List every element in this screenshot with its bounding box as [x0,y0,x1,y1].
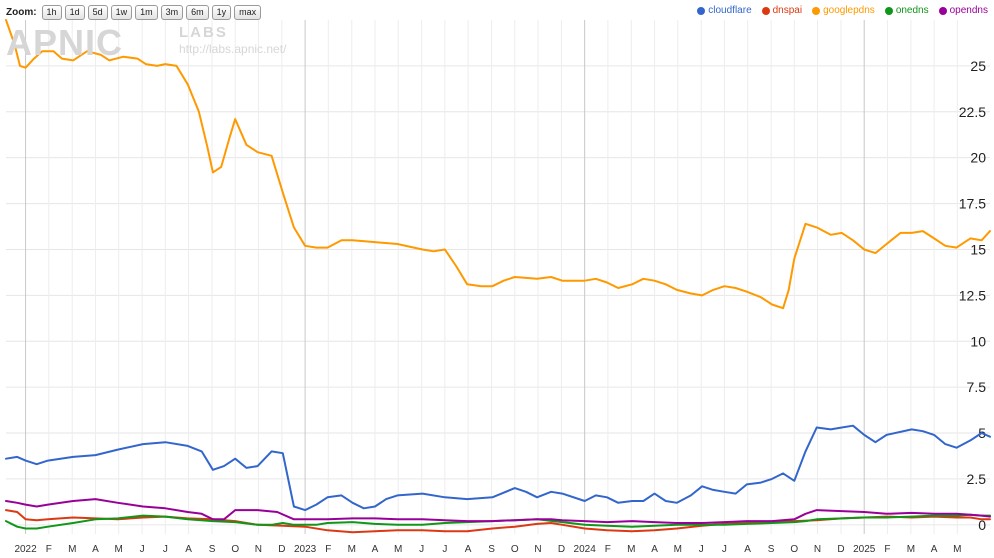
legend-item-googlepdns[interactable]: googlepdns [812,5,875,16]
legend-item-cloudflare[interactable]: cloudflare [697,5,752,16]
x-tick-label: S [768,544,775,555]
zoom-1w-button[interactable]: 1w [110,4,133,20]
x-tick-label: J [442,544,447,555]
x-tick-label: A [465,544,472,555]
zoom-label: Zoom: [6,6,37,18]
legend-item-opendns[interactable]: opendns [938,5,988,16]
x-tick-label: M [627,544,635,555]
x-tick-label: F [46,544,52,555]
y-tick-label: 25 [970,58,986,74]
x-tick-label: M [953,544,961,555]
x-tick-label: J [163,544,168,555]
y-tick-label: 12.5 [959,287,986,303]
zoom-1d-button[interactable]: 1d [64,4,85,20]
x-tick-label: A [744,544,751,555]
x-tick-label: M [394,544,402,555]
legend-label: cloudflare [708,5,752,16]
x-tick-label: 2024 [574,544,597,555]
x-tick-label: A [92,544,99,555]
legend-label: dnspai [772,5,803,16]
zoom-3m-button[interactable]: 3m [160,4,184,20]
x-tick-label: J [140,544,145,555]
zoom-max-button[interactable]: max [234,4,262,20]
zoom-toolbar: Zoom: 1h 1d 5d 1w 1m 3m 6m 1y max [6,4,262,20]
x-tick-label: O [511,544,519,555]
y-tick-label: 17.5 [959,196,986,212]
x-tick-label: N [534,544,541,555]
x-tick-label: D [278,544,285,555]
x-tick-label: J [419,544,424,555]
x-tick-label: M [114,544,122,555]
zoom-6m-button[interactable]: 6m [186,4,209,20]
x-tick-label: S [209,544,216,555]
x-tick-label: J [699,544,704,555]
x-tick-label: O [790,544,798,555]
y-tick-label: 15 [970,241,986,257]
x-tick-label: A [372,544,379,555]
x-tick-label: N [814,544,821,555]
legend-item-onedns[interactable]: onedns [884,5,929,16]
legend-dot-icon [697,6,706,15]
x-tick-label: M [674,544,682,555]
x-axis: 2022 F M A M J J A S O N D 2023 F M A M J J A S O N D 2024 F M A M J J… [14,544,961,555]
series-group [5,19,991,534]
series-line-cloudflare [5,424,991,512]
x-tick-label: D [837,544,844,555]
legend-dot-icon [761,6,770,15]
y-tick-label: 10 [970,333,986,349]
legend-dot-icon [938,6,947,15]
zoom-5d-button[interactable]: 5d [87,4,108,20]
zoom-1m-button[interactable]: 1m [135,4,158,20]
x-tick-label: M [68,544,76,555]
x-tick-label: S [488,544,495,555]
legend-label: opendns [949,5,988,16]
legend: cloudflare dnspai googlepdns onedns open… [697,5,988,16]
x-tick-label: J [722,544,727,555]
x-tick-label: M [907,544,915,555]
x-tick-label: 2025 [853,544,876,555]
x-tick-label: N [255,544,262,555]
x-tick-label: D [558,544,565,555]
grid [6,20,990,534]
y-tick-label: 20 [970,150,986,166]
x-tick-label: O [231,544,239,555]
y-tick-label: 0 [978,517,986,533]
y-tick-label: 7.5 [967,379,987,395]
legend-label: googlepdns [823,5,875,16]
y-tick-label: 2.5 [967,471,987,487]
x-tick-label: A [651,544,658,555]
x-tick-label: F [325,544,331,555]
legend-item-dnspai[interactable]: dnspai [761,5,803,16]
zoom-1h-button[interactable]: 1h [41,4,62,20]
x-tick-label: M [348,544,356,555]
x-tick-label: 2022 [14,544,37,555]
x-tick-label: A [185,544,192,555]
y-tick-label: 22.5 [959,104,986,120]
series-line-opendns [5,498,991,524]
zoom-1y-button[interactable]: 1y [211,4,232,20]
x-tick-label: 2023 [294,544,317,555]
x-tick-label: A [931,544,938,555]
legend-label: onedns [895,5,929,16]
series-line-googlepdns [5,19,991,310]
x-tick-label: F [884,544,890,555]
legend-dot-icon [884,6,893,15]
legend-dot-icon [812,6,821,15]
x-tick-label: F [605,544,611,555]
